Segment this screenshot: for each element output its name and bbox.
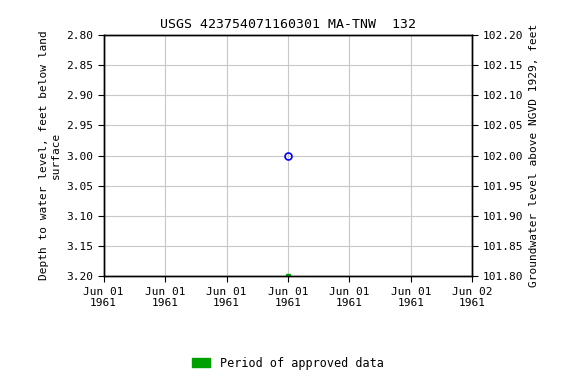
Y-axis label: Groundwater level above NGVD 1929, feet: Groundwater level above NGVD 1929, feet bbox=[529, 24, 539, 287]
Legend: Period of approved data: Period of approved data bbox=[188, 352, 388, 374]
Y-axis label: Depth to water level, feet below land
surface: Depth to water level, feet below land su… bbox=[39, 31, 60, 280]
Title: USGS 423754071160301 MA-TNW  132: USGS 423754071160301 MA-TNW 132 bbox=[160, 18, 416, 31]
